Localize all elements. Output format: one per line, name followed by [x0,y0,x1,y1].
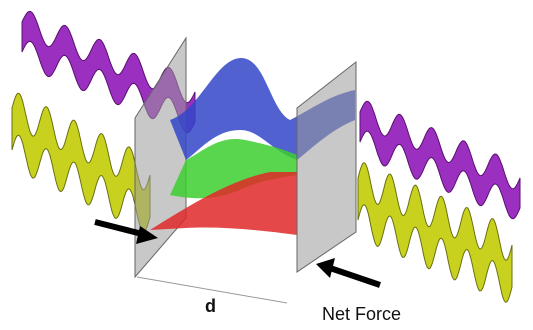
arrow-right [330,268,380,285]
right-plate [297,62,356,272]
force-label: Net Force [322,304,401,324]
diagram: d Net Force [0,0,533,330]
arrow-head [316,258,335,278]
distance-label: d [205,296,216,316]
wave [12,93,150,231]
waves [358,101,520,302]
